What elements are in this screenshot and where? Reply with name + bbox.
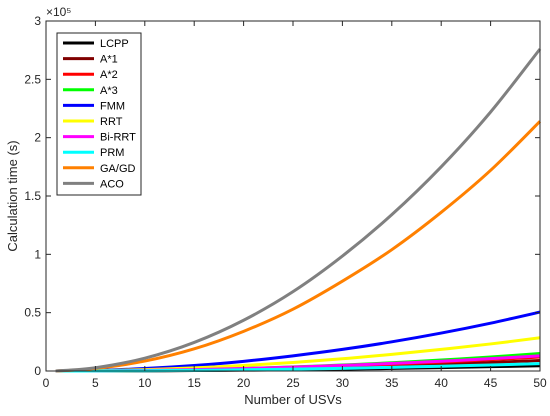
legend: LCPP A*1 A*2 A*3 FMM RRT Bi-RRT PRM GA/GD ACO — [56, 32, 142, 196]
legend-label-bi-rrt: Bi-RRT — [100, 132, 136, 144]
legend-label-ga-gd: GA/GD — [100, 163, 136, 175]
y-tick-label: 2 — [34, 131, 41, 145]
y-tick-label: 1 — [34, 247, 41, 261]
x-tick-label: 25 — [286, 376, 300, 390]
x-axis-label: Number of USVs — [244, 392, 342, 407]
y-tick-label: 0 — [34, 364, 41, 378]
x-tick-label: 30 — [336, 376, 350, 390]
y-tick-label: 0.5 — [24, 306, 41, 320]
y-axis-exponent: ×10⁵ — [46, 5, 71, 19]
legend-label-lcpp: LCPP — [100, 38, 129, 50]
y-tick-label: 1.5 — [24, 189, 41, 203]
x-tick-label: 5 — [92, 376, 99, 390]
legend-label-rrt: RRT — [100, 116, 123, 128]
x-tick-label: 50 — [533, 376, 547, 390]
x-tick-label: 10 — [138, 376, 152, 390]
legend-label-fmm: FMM — [100, 100, 125, 112]
legend-label-a-2: A*2 — [100, 69, 118, 81]
series-line-aco — [55, 48, 542, 373]
y-tick-label: 3 — [34, 14, 41, 28]
x-tick-label: 40 — [435, 376, 449, 390]
axes: 0 5 10 15 20 25 30 35 40 45 50 0 0.5 1 1.5 2 2.5 3 — [24, 14, 547, 390]
x-tick-label: 15 — [188, 376, 202, 390]
x-tick-label: 20 — [237, 376, 251, 390]
y-axis-label: Calculation time (s) — [5, 140, 20, 251]
x-tick-label: 35 — [385, 376, 399, 390]
legend-label-prm: PRM — [100, 147, 124, 159]
y-tick-label: 2.5 — [24, 72, 41, 86]
x-tick-label: 45 — [484, 376, 498, 390]
legend-label-a-3: A*3 — [100, 85, 118, 97]
legend-label-aco: ACO — [100, 178, 124, 190]
legend-label-a-1: A*1 — [100, 54, 118, 66]
x-tick-label: 0 — [43, 376, 50, 390]
series-line-ga-gd — [55, 120, 542, 373]
